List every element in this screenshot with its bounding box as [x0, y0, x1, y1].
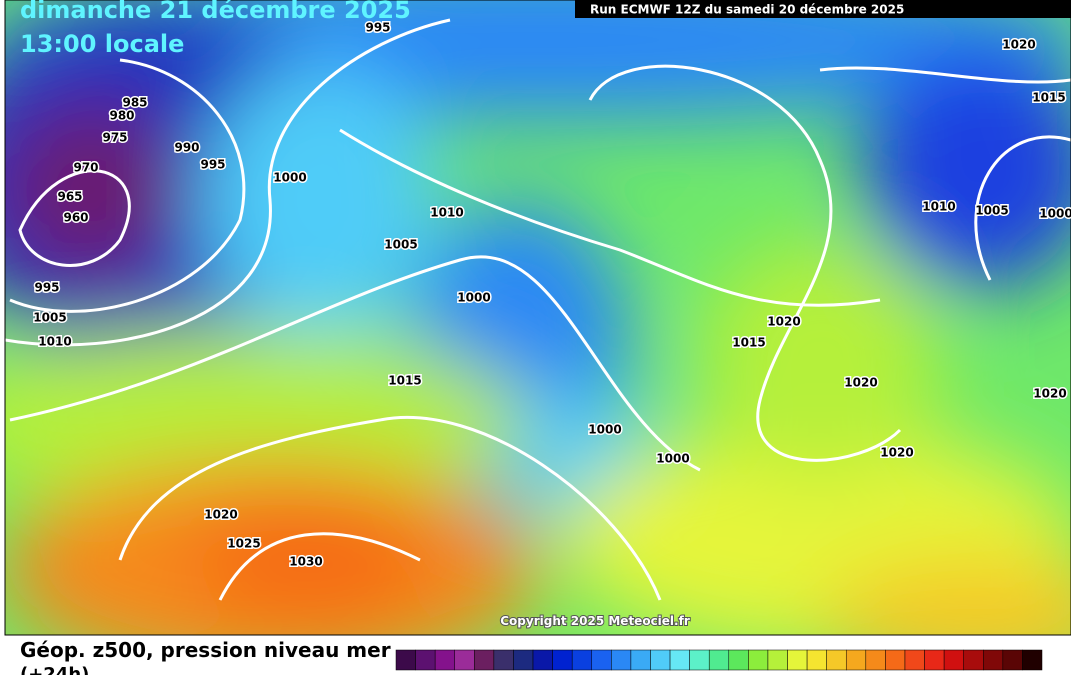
- isobar-label: 1000: [656, 452, 689, 466]
- colorbar-swatch: [983, 649, 1004, 671]
- colorbar-swatch: [415, 649, 436, 671]
- isobar-label: 970: [73, 161, 98, 175]
- isobar-label: 1005: [975, 204, 1008, 218]
- colorbar-swatch: [532, 649, 553, 671]
- colorbar-swatch: [1002, 649, 1023, 671]
- isobar-label: 985: [122, 96, 147, 110]
- colorbar-swatch: [924, 649, 945, 671]
- colorbar-swatch: [493, 649, 514, 671]
- colorbar-swatch: [513, 649, 534, 671]
- isobar-label: 1015: [1032, 91, 1065, 105]
- colorbar-swatch: [591, 649, 612, 671]
- colorbar-swatch: [806, 649, 827, 671]
- isobar-label: 1000: [273, 171, 306, 185]
- isobar-label: 995: [200, 158, 225, 172]
- caption: Géop. z500, pression niveau mer: [20, 638, 391, 662]
- colorbar-swatch: [1022, 649, 1043, 671]
- isobar-label: 1025: [227, 537, 260, 551]
- isobar-label: 1015: [732, 336, 765, 350]
- colorbar-swatch: [669, 649, 690, 671]
- colorbar-swatch: [845, 649, 867, 671]
- map-frame: [4, 0, 1071, 636]
- isobar-label: 1010: [922, 200, 955, 214]
- run-banner: [575, 0, 1071, 18]
- isobar-label: 1005: [33, 311, 66, 325]
- colorbar-swatch: [434, 649, 455, 671]
- colorbar-swatch: [395, 649, 416, 671]
- colorbar-swatch: [650, 649, 671, 671]
- copyright: Copyright 2025 Meteociel.fr: [500, 614, 690, 628]
- colorbar: [395, 649, 1043, 671]
- colorbar-swatch: [474, 649, 495, 671]
- isobar-label: 1020: [767, 315, 800, 329]
- colorbar-swatch: [865, 649, 886, 671]
- isobar-label: 1020: [1002, 38, 1035, 52]
- colorbar-swatch: [787, 649, 808, 671]
- colorbar-swatch: [943, 649, 964, 671]
- colorbar-swatch: [767, 649, 788, 671]
- colorbar-swatch: [708, 649, 730, 671]
- colorbar-swatch: [611, 649, 632, 671]
- isobar-label: 1005: [384, 238, 417, 252]
- colorbar-swatch: [552, 649, 573, 671]
- time-title: 13:00 locale: [20, 30, 184, 58]
- isobar-label: 960: [63, 211, 88, 225]
- isobar-label: 990: [174, 141, 199, 155]
- isobar-label: 995: [365, 21, 390, 35]
- isobar-label: 1020: [844, 376, 877, 390]
- isobar-label: 965: [57, 190, 82, 204]
- isobar-label: 1000: [457, 291, 490, 305]
- colorbar-swatch: [571, 649, 593, 671]
- colorbar-swatch: [748, 649, 769, 671]
- lead-time: (+24h): [20, 664, 89, 675]
- colorbar-swatch: [904, 649, 925, 671]
- isobar-label: 975: [102, 131, 127, 145]
- colorbar-swatch: [454, 649, 475, 671]
- colorbar-swatch: [885, 649, 906, 671]
- isobar-label: 1015: [388, 374, 421, 388]
- isobar-label: 1030: [289, 555, 322, 569]
- colorbar-swatch: [728, 649, 749, 671]
- isobar-label: 1020: [204, 508, 237, 522]
- isobar-label: 1000: [1039, 207, 1071, 221]
- isobar-label: 1010: [38, 335, 71, 349]
- colorbar-swatch: [689, 649, 710, 671]
- date-title: dimanche 21 décembre 2025: [20, 0, 411, 24]
- isobar-label: 1010: [430, 206, 463, 220]
- isobar-label: 1020: [1033, 387, 1066, 401]
- colorbar-swatch: [826, 649, 847, 671]
- isobar-label: 1020: [880, 446, 913, 460]
- colorbar-swatch: [630, 649, 651, 671]
- isobar-label: 1000: [588, 423, 621, 437]
- isobars: [5, 18, 1071, 601]
- run-label: Run ECMWF 12Z du samedi 20 décembre 2025: [590, 3, 904, 17]
- colorbar-swatch: [963, 649, 984, 671]
- isobar-label: 995: [34, 281, 59, 295]
- isobar-label: 980: [109, 109, 134, 123]
